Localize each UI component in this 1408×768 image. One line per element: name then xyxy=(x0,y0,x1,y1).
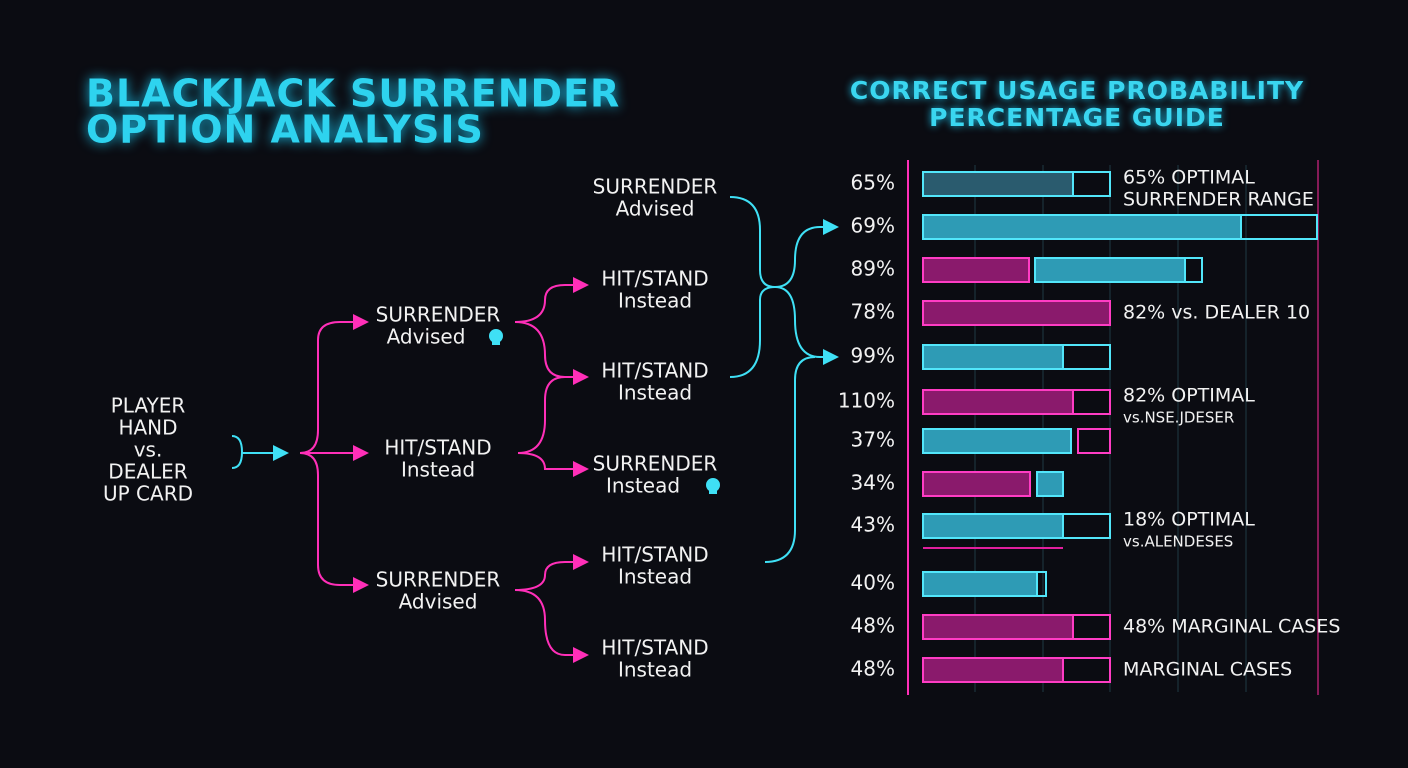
percent-label: 37% xyxy=(851,428,895,452)
skull-jaw xyxy=(492,341,500,345)
percent-label: 69% xyxy=(851,214,895,238)
bar xyxy=(922,471,1031,497)
bar xyxy=(922,300,1111,326)
percent-label: 34% xyxy=(851,471,895,495)
row-note: vs.ALENDESES xyxy=(1123,533,1233,551)
node-label: vs. xyxy=(134,438,163,462)
percent-label: 110% xyxy=(838,389,895,413)
skull-jaw xyxy=(709,490,717,494)
percent-label: 78% xyxy=(851,300,895,324)
row-note: 48% MARGINAL CASES xyxy=(1123,616,1340,638)
magenta-connectors xyxy=(299,277,589,663)
node-label: HIT/STAND xyxy=(601,267,708,291)
node-label: Instead xyxy=(401,458,475,482)
title-line: BLACKJACK SURRENDER xyxy=(86,72,620,116)
bar xyxy=(922,571,1038,597)
node-label: Instead xyxy=(618,658,692,682)
bar xyxy=(922,614,1074,640)
bar xyxy=(922,428,1072,454)
row-note: 65% OPTIMAL xyxy=(1123,167,1255,189)
percent-label: 89% xyxy=(851,257,895,281)
percent-label: 40% xyxy=(851,571,895,595)
bar xyxy=(922,657,1064,683)
skull-icon xyxy=(489,329,503,343)
bar xyxy=(1036,471,1064,497)
node-label: HIT/STAND xyxy=(384,436,491,460)
title-line: OPTION ANALYSIS xyxy=(86,108,484,152)
row-note: MARGINAL CASES xyxy=(1123,659,1292,681)
node-label: PLAYER xyxy=(111,394,186,418)
bar-outline xyxy=(1077,428,1111,454)
node-label: SURRENDER xyxy=(376,303,501,327)
row-note: 82% vs. DEALER 10 xyxy=(1123,302,1310,324)
node-label: Instead xyxy=(618,289,692,313)
guide-title-line: CORRECT USAGE PROBABILITY xyxy=(850,76,1304,105)
percent-label: 99% xyxy=(851,344,895,368)
percent-label: 48% xyxy=(851,614,895,638)
node-label: SURRENDER xyxy=(593,175,718,199)
node-label: Instead xyxy=(618,565,692,589)
node-label: Instead xyxy=(606,474,680,498)
bar xyxy=(922,214,1242,240)
row-note: vs.NSE.JDESER xyxy=(1123,409,1234,427)
node-label: HIT/STAND xyxy=(601,636,708,660)
row-note: 82% OPTIMAL xyxy=(1123,385,1255,407)
bar xyxy=(922,171,1074,197)
node-label: Advised xyxy=(387,325,466,349)
bar xyxy=(922,257,1030,283)
node-label: SURRENDER xyxy=(376,568,501,592)
percent-label: 65% xyxy=(851,171,895,195)
bar xyxy=(1034,257,1186,283)
node-label: HIT/STAND xyxy=(601,359,708,383)
node-label: UP CARD xyxy=(103,482,193,506)
bar xyxy=(922,344,1064,370)
guide-title-line: PERCENTAGE GUIDE xyxy=(929,103,1225,132)
node-label: HAND xyxy=(118,416,177,440)
percent-label: 48% xyxy=(851,657,895,681)
row-note: SURRENDER RANGE xyxy=(1123,189,1314,211)
node-label: Advised xyxy=(616,197,695,221)
node-label: DEALER xyxy=(108,460,187,484)
cyan-connectors xyxy=(231,196,839,563)
bar xyxy=(922,389,1074,415)
node-label: Advised xyxy=(399,590,478,614)
row-note: 18% OPTIMAL xyxy=(1123,509,1255,531)
skull-icon xyxy=(706,478,720,492)
node-label: HIT/STAND xyxy=(601,543,708,567)
node-label: Instead xyxy=(618,381,692,405)
bars xyxy=(922,171,1318,683)
node-label: SURRENDER xyxy=(593,452,718,476)
bar xyxy=(922,513,1064,539)
percent-label: 43% xyxy=(851,513,895,537)
